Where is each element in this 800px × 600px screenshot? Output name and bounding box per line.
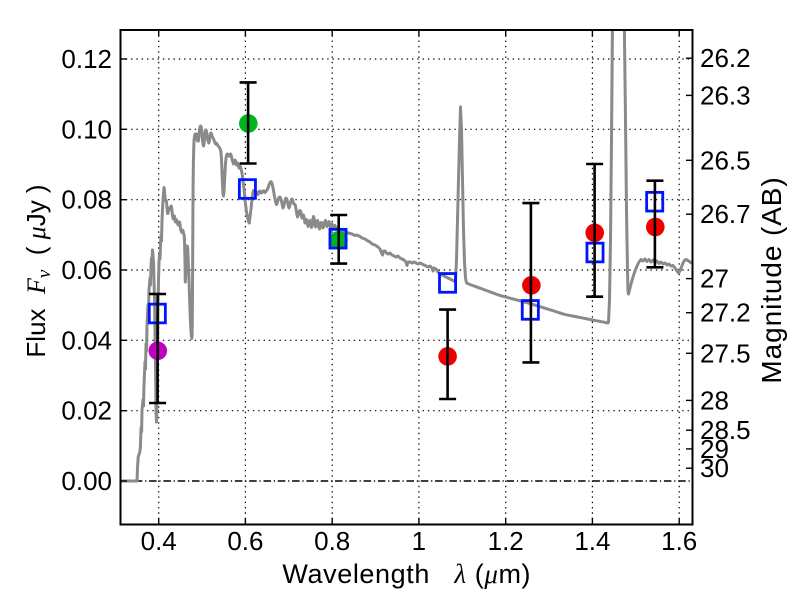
svg-text:28: 28 — [700, 385, 729, 415]
svg-text:27.5: 27.5 — [700, 338, 751, 368]
svg-text:26.3: 26.3 — [700, 80, 751, 110]
svg-text:30: 30 — [700, 453, 729, 483]
svg-text:27: 27 — [700, 264, 729, 294]
svg-text:Wavelength λ (μm): Wavelength λ (μm) — [282, 559, 531, 589]
svg-text:Flux Fν ( μJy ): Flux Fν ( μJy ) — [21, 184, 55, 357]
svg-text:0.10: 0.10 — [61, 114, 112, 144]
svg-text:0.6: 0.6 — [227, 526, 263, 556]
svg-text:0.4: 0.4 — [141, 526, 177, 556]
svg-text:0.02: 0.02 — [61, 396, 112, 426]
svg-text:26.7: 26.7 — [700, 199, 751, 229]
svg-text:1.2: 1.2 — [488, 526, 524, 556]
svg-text:26.5: 26.5 — [700, 145, 751, 175]
svg-text:0.12: 0.12 — [61, 44, 112, 74]
svg-text:1: 1 — [412, 526, 426, 556]
svg-text:26.2: 26.2 — [700, 43, 751, 73]
svg-text:27.2: 27.2 — [700, 298, 751, 328]
svg-text:1.4: 1.4 — [574, 526, 610, 556]
svg-text:1.6: 1.6 — [661, 526, 697, 556]
svg-text:0.00: 0.00 — [61, 466, 112, 496]
svg-text:0.04: 0.04 — [61, 325, 112, 355]
svg-text:0.8: 0.8 — [314, 526, 350, 556]
svg-text:0.06: 0.06 — [61, 255, 112, 285]
svg-text:0.08: 0.08 — [61, 185, 112, 215]
svg-text:Magnitude (AB): Magnitude (AB) — [756, 176, 787, 383]
svg-text:29: 29 — [700, 434, 729, 464]
svg-text:28.5: 28.5 — [700, 415, 751, 445]
